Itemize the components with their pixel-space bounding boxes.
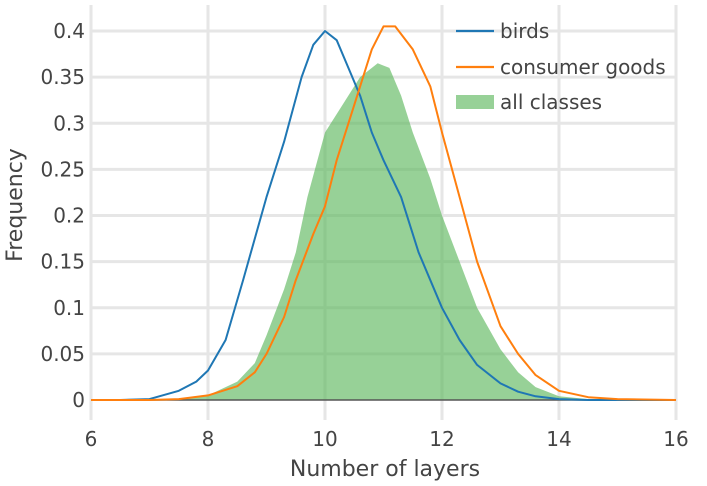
series-line-birds [91,30,676,401]
y-tick-label: 0.35 [40,65,85,89]
legend-label: consumer goods [500,55,666,79]
x-tick-label: 12 [429,427,454,451]
legend-label: all classes [500,90,602,114]
series-line-consumer-goods [91,25,677,401]
x-tick-label: 16 [663,427,688,451]
y-tick-label: 0.4 [53,19,85,43]
y-tick-label: 0.15 [40,250,85,274]
y-tick-label: 0.25 [40,157,85,181]
x-tick-label: 8 [202,427,215,451]
x-axis-title: Number of layers [290,457,480,482]
x-tick-label: 10 [312,427,337,451]
legend-swatch [456,95,494,109]
x-tick-label: 6 [85,427,98,451]
legend: birds consumer goods all classes [456,19,666,114]
y-tick-label: 0.2 [53,204,85,228]
y-tick-label: 0 [72,388,85,412]
y-axis-ticks: 0 0.05 0.1 0.15 0.2 0.25 0.3 0.35 0.4 [40,19,85,412]
y-axis-title: Frequency [3,148,28,262]
legend-label: birds [500,19,549,43]
y-tick-label: 0.3 [53,111,85,135]
x-axis-ticks: 6 8 10 12 14 16 [85,427,689,451]
series-area-all-classes [91,63,676,401]
y-tick-label: 0.05 [40,342,85,366]
x-tick-label: 14 [546,427,571,451]
plot-area [91,25,677,401]
y-tick-label: 0.1 [53,296,85,320]
